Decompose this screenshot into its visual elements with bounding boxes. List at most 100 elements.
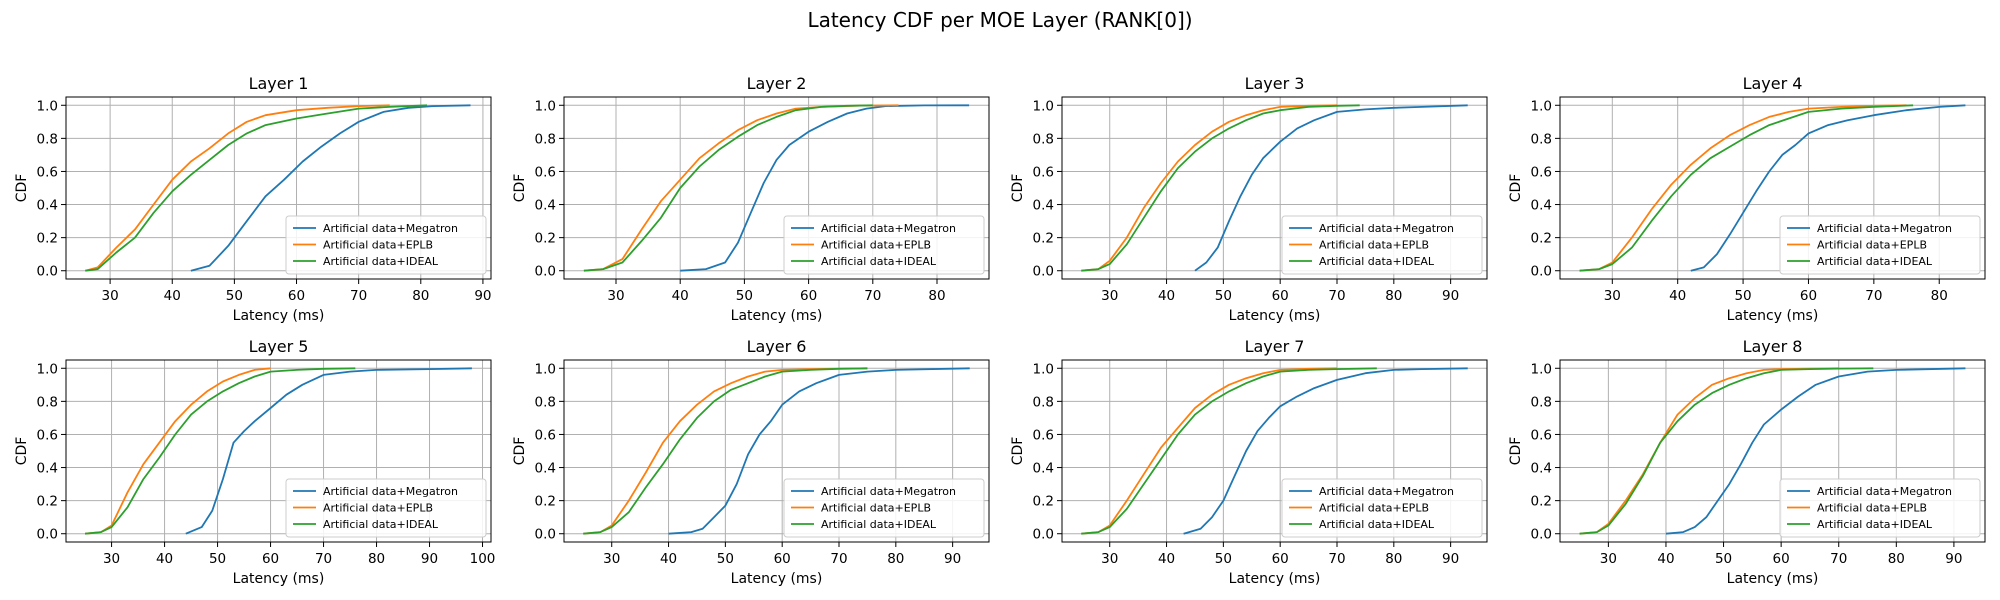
legend-label-1: Artificial data+Megatron: [821, 222, 956, 235]
x-tick-label: 50: [1734, 288, 1751, 304]
legend: Artificial data+Megatron Artificial data+…: [285, 478, 487, 538]
x-tick-label: 70: [830, 551, 847, 567]
subplot-7: 30 40 50 60 70 80 90 0.0 0.2 0.4 0.6 0.8 1.0 Layer 7 L…: [1010, 337, 1488, 587]
legend-label-2: Artificial data+EPLB: [1319, 502, 1429, 515]
y-tick-label: 0.0: [1033, 264, 1054, 280]
x-tick-label: 80: [1385, 288, 1402, 304]
legend-box: [285, 478, 487, 538]
legend-box: [783, 215, 985, 275]
legend-label-2: Artificial data+EPLB: [1817, 502, 1927, 515]
figure-title: Latency CDF per MOE Layer (RANK[0]): [807, 8, 1193, 32]
y-tick-label: 0.6: [1531, 164, 1552, 180]
legend-label-1: Artificial data+Megatron: [323, 485, 458, 498]
y-tick-label: 0.2: [1531, 494, 1552, 510]
y-tick-label: 0.0: [1531, 527, 1552, 543]
x-tick-label: 40: [156, 551, 173, 567]
legend-label-1: Artificial data+Megatron: [1319, 222, 1454, 235]
series-line-3: [1579, 104, 1914, 272]
x-tick-label: 60: [774, 551, 791, 567]
x-tick-label: 30: [1604, 288, 1621, 304]
x-tick-label: 70: [864, 288, 881, 304]
y-tick-label: 1.0: [1531, 361, 1552, 377]
x-tick-label: 90: [1945, 551, 1962, 567]
x-tick-label: 40: [1669, 288, 1686, 304]
x-axis-label: Latency (ms): [233, 571, 325, 587]
legend-label-3: Artificial data+IDEAL: [1817, 255, 1933, 268]
x-axis-label: Latency (ms): [1727, 308, 1819, 324]
y-tick-label: 0.6: [37, 427, 58, 443]
x-tick-label: 80: [368, 551, 385, 567]
subplot-title: Layer 1: [249, 74, 309, 93]
series-line-2: [1081, 367, 1338, 535]
x-axis-label: Latency (ms): [1229, 571, 1321, 587]
subplot-title: Layer 7: [1245, 337, 1305, 356]
y-axis-label: CDF: [1508, 437, 1524, 466]
x-tick-label: 60: [1773, 551, 1790, 567]
y-tick-label: 0.2: [1033, 494, 1054, 510]
x-tick-label: 50: [1215, 551, 1232, 567]
x-tick-label: 30: [607, 288, 624, 304]
legend-box: [1281, 478, 1483, 538]
legend-label-3: Artificial data+IDEAL: [821, 255, 937, 268]
y-tick-label: 1.0: [535, 361, 556, 377]
subplot-5: 30 40 50 60 70 80 90 100 0.0 0.2 0.4 0.6 0.8 1.0 Layer…: [14, 337, 495, 587]
series-line-1: [680, 104, 970, 272]
x-tick-label: 40: [1158, 551, 1175, 567]
y-tick-label: 1.0: [1033, 361, 1054, 377]
series-line-1: [190, 104, 471, 272]
x-tick-label: 80: [887, 551, 904, 567]
legend-label-2: Artificial data+EPLB: [323, 502, 433, 515]
x-tick-label: 50: [717, 551, 734, 567]
y-tick-label: 0.8: [1531, 131, 1552, 147]
y-tick-label: 0.4: [1531, 461, 1552, 477]
series-line-2: [1579, 104, 1907, 272]
legend-label-2: Artificial data+EPLB: [1817, 239, 1927, 252]
y-tick-label: 1.0: [1531, 98, 1552, 114]
y-tick-label: 0.4: [37, 198, 58, 214]
legend: Artificial data+Megatron Artificial data+…: [285, 215, 487, 275]
plot-frame: [65, 96, 492, 280]
legend-label-3: Artificial data+IDEAL: [323, 255, 439, 268]
subplot-title: Layer 2: [747, 74, 807, 93]
series-line-1: [1183, 367, 1468, 535]
subplot-6: 30 40 50 60 70 80 90 0.0 0.2 0.4 0.6 0.8 1.0 Layer 6 L…: [512, 337, 990, 587]
x-tick-label: 30: [1600, 551, 1617, 567]
x-tick-label: 50: [1715, 551, 1732, 567]
plot-frame: [563, 96, 990, 280]
x-tick-label: 30: [1101, 551, 1118, 567]
series-line-1: [185, 367, 472, 535]
x-tick-label: 70: [350, 288, 367, 304]
plot-frame: [1559, 359, 1986, 543]
x-tick-label: 80: [412, 288, 429, 304]
y-tick-label: 1.0: [37, 361, 58, 377]
x-tick-label: 80: [1385, 551, 1402, 567]
subplot-3: 30 40 50 60 70 80 90 0.0 0.2 0.4 0.6 0.8 1.0 Layer 3 L…: [1010, 74, 1488, 324]
series-line-2: [1579, 367, 1839, 535]
y-tick-label: 1.0: [1033, 98, 1054, 114]
plot-frame: [563, 359, 990, 543]
x-tick-label: 50: [1215, 288, 1232, 304]
subplot-title: Layer 5: [249, 337, 309, 356]
legend-label-2: Artificial data+EPLB: [1319, 239, 1429, 252]
x-tick-label: 30: [603, 551, 620, 567]
legend-label-3: Artificial data+IDEAL: [1319, 255, 1435, 268]
y-tick-label: 1.0: [535, 98, 556, 114]
plot-frame: [1061, 96, 1488, 280]
x-tick-label: 30: [103, 551, 120, 567]
legend-label-3: Artificial data+IDEAL: [821, 518, 937, 531]
subplot-title: Layer 6: [747, 337, 807, 356]
y-tick-label: 0.6: [535, 427, 556, 443]
series-line-1: [1690, 104, 1966, 272]
x-tick-label: 40: [660, 551, 677, 567]
y-tick-label: 0.8: [1531, 394, 1552, 410]
legend-box: [285, 215, 487, 275]
y-tick-label: 0.4: [1033, 461, 1054, 477]
legend: Artificial data+Megatron Artificial data+…: [1281, 215, 1483, 275]
y-tick-label: 0.0: [535, 527, 556, 543]
x-tick-label: 60: [288, 288, 305, 304]
y-axis-label: CDF: [1508, 174, 1524, 203]
legend-label-2: Artificial data+EPLB: [821, 239, 931, 252]
y-tick-label: 0.6: [37, 164, 58, 180]
y-tick-label: 0.0: [1033, 527, 1054, 543]
series-line-3: [1081, 104, 1360, 272]
